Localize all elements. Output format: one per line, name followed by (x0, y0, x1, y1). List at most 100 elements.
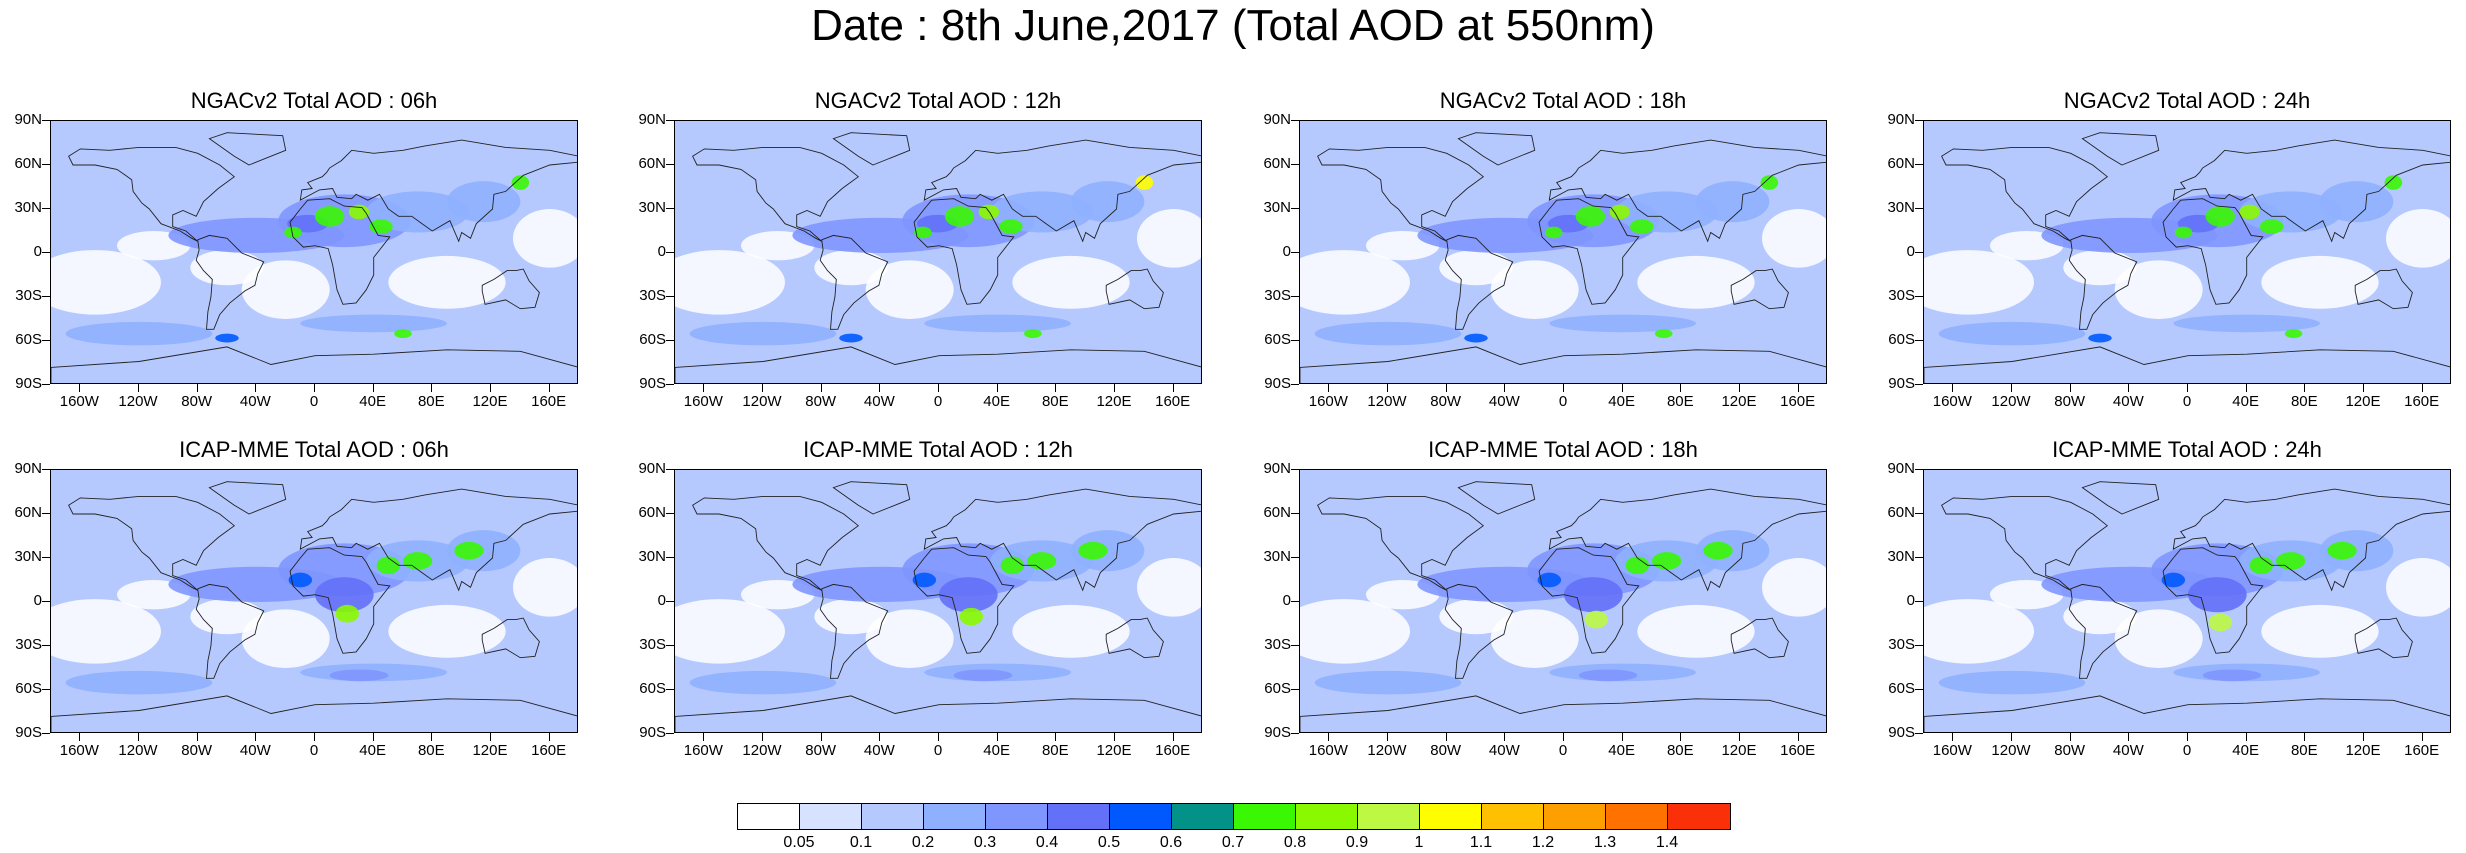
map-panel: NGACv2 Total AOD : 06h 90N 60N 30N 0 30S 60S 90… (0, 88, 578, 420)
lat-tick-label: 90N (638, 111, 666, 128)
lat-tick (42, 513, 50, 514)
panel-title: ICAP-MME Total AOD : 06h (179, 437, 449, 462)
lon-tick (1563, 384, 1564, 392)
lat-tick (42, 164, 50, 165)
lat-tick-label: 60S (15, 680, 42, 697)
colorbar-swatch (1110, 804, 1172, 829)
lon-tick (255, 384, 257, 392)
lon-tick-label: 160E (1780, 393, 1816, 410)
aod-map (674, 469, 1202, 733)
lat-tick (1291, 513, 1299, 514)
lon-tick-label: 120W (118, 742, 158, 759)
lon-tick-label: 0 (309, 393, 319, 410)
colorbar-swatch (1234, 804, 1296, 829)
lon-tick (2011, 733, 2012, 741)
colorbar-swatch (862, 804, 924, 829)
lat-tick (1291, 601, 1299, 602)
lon-tick-label: 120W (1367, 393, 1407, 410)
lon-tick (1563, 733, 1564, 741)
lon-tick-label: 120E (1096, 393, 1132, 410)
lat-tick-label: 30S (15, 287, 42, 304)
colorbar-swatch (738, 804, 800, 829)
colorbar-swatch (1544, 804, 1606, 829)
lon-tick (2245, 384, 2247, 392)
lat-tick-label: 90N (1887, 460, 1915, 477)
lon-tick-label: 40E (359, 393, 386, 410)
lon-tick (548, 384, 550, 392)
lat-tick-label: 60N (1887, 155, 1915, 172)
colorbar-label: 0.5 (1097, 834, 1121, 851)
lat-tick (666, 208, 674, 209)
lon-tick-label: 80E (417, 393, 445, 410)
figure-title: Date : 8th June,2017 (Total AOD at 550nm… (811, 1, 1655, 50)
lon-tick (490, 384, 491, 392)
lon-tick (1114, 384, 1115, 392)
lat-tick (1915, 733, 1923, 734)
lat-tick-label: 60N (1887, 504, 1915, 521)
lat-tick-label: 90S (1264, 724, 1291, 741)
lat-tick (1915, 208, 1923, 209)
map-panel: NGACv2 Total AOD : 18h 90N 60N 30N 0 30S 60S 90… (1249, 88, 1827, 420)
lon-tick-label: 120E (1721, 742, 1757, 759)
lon-tick-label: 160W (59, 742, 99, 759)
aod-map (1923, 469, 2451, 733)
lat-tick-label: 30S (1888, 636, 1915, 653)
lat-tick (1915, 296, 1923, 297)
lat-tick-label: 0 (33, 243, 42, 260)
colorbar-label: 0.2 (911, 834, 935, 851)
lat-tick-label: 30S (1264, 636, 1291, 653)
lat-tick (1291, 469, 1299, 470)
lat-tick-label: 30N (1887, 548, 1915, 565)
aod-map (50, 120, 578, 384)
colorbar-label: 0.1 (849, 834, 873, 851)
lon-tick (1055, 733, 1057, 741)
lon-tick-label: 160E (1155, 742, 1191, 759)
lon-tick (196, 384, 198, 392)
map-panel: ICAP-MME Total AOD : 06h 90N 60N 30N 0 30S 60S… (0, 437, 578, 769)
lon-tick-label: 160W (59, 393, 99, 410)
panel-title: NGACv2 Total AOD : 12h (814, 88, 1062, 113)
lon-tick (255, 733, 257, 741)
lon-tick (762, 384, 763, 392)
lat-tick (666, 469, 674, 470)
lat-tick-label: 60S (1264, 680, 1291, 697)
lon-tick (996, 733, 998, 741)
lat-tick-label: 60N (14, 155, 42, 172)
lon-tick-label: 80E (417, 742, 445, 759)
lon-tick-label: 160W (683, 393, 723, 410)
lat-tick (1291, 557, 1299, 558)
colorbar-label: 1.2 (1531, 834, 1555, 851)
lon-tick-label: 120E (1721, 393, 1757, 410)
lon-tick-label: 40E (983, 393, 1010, 410)
colorbar-swatch (1048, 804, 1110, 829)
lat-tick-label: 30N (638, 199, 666, 216)
lon-tick-label: 120W (742, 393, 782, 410)
colorbar-swatch (1482, 804, 1544, 829)
lat-tick-label: 30S (639, 636, 666, 653)
lon-tick (1114, 733, 1115, 741)
lon-tick-label: 40E (1608, 393, 1635, 410)
lat-tick-label: 30N (1887, 199, 1915, 216)
lon-tick (2304, 384, 2306, 392)
lat-tick (666, 340, 674, 341)
lat-tick-label: 60S (15, 331, 42, 348)
lat-tick (42, 733, 50, 734)
lon-tick (2069, 384, 2071, 392)
lat-tick-label: 30S (1888, 287, 1915, 304)
lon-tick-label: 120E (472, 393, 508, 410)
lon-tick-label: 40E (983, 742, 1010, 759)
lat-tick-label: 60S (1888, 680, 1915, 697)
lat-tick-label: 60N (638, 155, 666, 172)
lat-tick-label: 90N (14, 460, 42, 477)
lon-tick (79, 384, 81, 392)
lon-tick (2187, 733, 2188, 741)
lon-tick-label: 160E (1780, 742, 1816, 759)
lat-tick (1915, 340, 1923, 341)
lat-tick (42, 340, 50, 341)
lon-tick (1504, 384, 1506, 392)
lat-tick (1291, 340, 1299, 341)
lon-tick-label: 160W (1932, 742, 1972, 759)
colorbar-label: 0.9 (1345, 834, 1369, 851)
panel-title: ICAP-MME Total AOD : 24h (2052, 437, 2322, 462)
lat-tick-label: 90N (1887, 111, 1915, 128)
